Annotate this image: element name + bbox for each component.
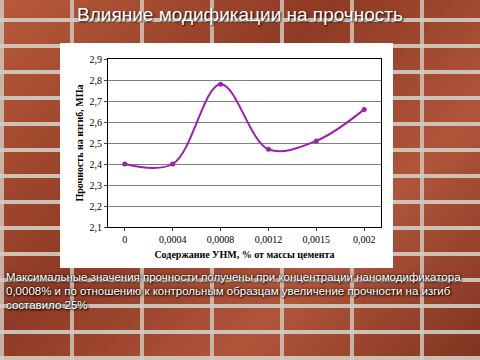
html-text:Влияние модификации на прочнос: Влияние модификации на прочность	[77, 4, 403, 25]
html-text:Максимальные значения прочност: Максимальные значения прочности получены…	[6, 271, 461, 311]
svg-text:2,9: 2,9	[90, 54, 103, 65]
svg-text:2,8: 2,8	[90, 75, 103, 86]
svg-text:2,7: 2,7	[90, 96, 103, 107]
svg-text:0,0012: 0,0012	[255, 234, 283, 245]
svg-text:2,1: 2,1	[90, 222, 103, 233]
svg-text:2,3: 2,3	[90, 180, 103, 191]
svg-text:0,0004: 0,0004	[159, 234, 187, 245]
svg-text:0: 0	[122, 234, 127, 245]
svg-text:2,5: 2,5	[90, 138, 103, 149]
svg-text:Прочность на изгиб, МПа: Прочность на изгиб, МПа	[74, 84, 85, 201]
svg-text:Содержание УНМ, % от массы цем: Содержание УНМ, % от массы цемента	[154, 249, 334, 260]
svg-text:2,2: 2,2	[90, 201, 103, 212]
svg-text:0,0008: 0,0008	[207, 234, 235, 245]
svg-text:2,6: 2,6	[90, 117, 103, 128]
svg-text:0,0015: 0,0015	[303, 234, 331, 245]
svg-text:0,002: 0,002	[353, 234, 376, 245]
svg-text:2,4: 2,4	[90, 159, 103, 170]
